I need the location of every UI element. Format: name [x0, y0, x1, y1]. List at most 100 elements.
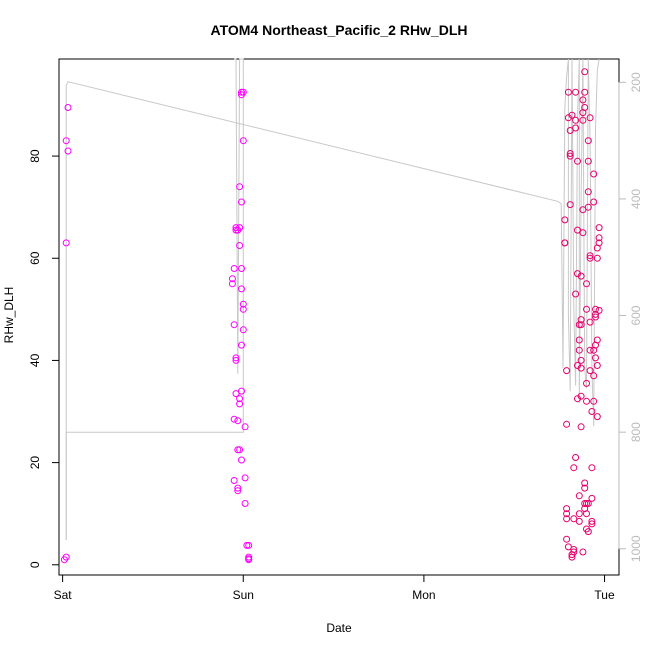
data-point [593, 336, 601, 344]
data-point [575, 510, 583, 518]
data-point [574, 157, 581, 165]
data-point [572, 124, 580, 132]
data-point [245, 553, 253, 561]
data-point [581, 104, 589, 111]
data-point [586, 252, 594, 260]
data-point [583, 510, 590, 518]
data-point [584, 157, 592, 165]
y-axis: 0 20 40 60 80 [28, 149, 60, 568]
data-point [588, 464, 596, 472]
data-point [581, 484, 589, 492]
data-point [579, 548, 587, 556]
data-point [577, 423, 585, 431]
data-point [581, 479, 589, 487]
data-point [228, 275, 236, 283]
data-point [238, 285, 245, 293]
data-point [238, 265, 245, 272]
data-point [563, 515, 571, 523]
pressure-line [65, 58, 600, 540]
right-y-tick-label: 1000 [629, 535, 643, 562]
data-point [239, 305, 247, 313]
data-point [230, 265, 238, 272]
data-point [62, 553, 70, 561]
plot-frame [58, 58, 620, 576]
data-point [230, 477, 238, 484]
x-axis-label: Date [326, 621, 352, 635]
data-point [239, 137, 247, 145]
data-point [64, 147, 72, 155]
data-point [566, 152, 574, 160]
y-tick-label: 40 [28, 353, 42, 367]
y-tick-label: 80 [28, 149, 42, 163]
data-point [575, 336, 583, 344]
data-point [588, 408, 596, 415]
data-point [583, 379, 590, 387]
data-point [236, 400, 244, 408]
data-point [595, 306, 603, 314]
y-tick-label: 0 [28, 561, 42, 568]
data-point [584, 203, 592, 211]
data-point [595, 224, 603, 232]
data-point [245, 541, 253, 549]
data-point [572, 454, 580, 461]
data-point [232, 354, 240, 362]
data-point [236, 242, 244, 249]
data-point [236, 224, 244, 232]
data-point [588, 494, 596, 502]
data-point [64, 104, 72, 111]
data-point [584, 137, 592, 145]
data-point [568, 111, 576, 119]
data-point [563, 420, 571, 428]
data-point [588, 517, 596, 525]
data-point [563, 505, 571, 513]
data-point [595, 234, 603, 242]
data-point [234, 484, 242, 492]
data-point [579, 116, 587, 124]
data-point [572, 290, 580, 298]
data-point [572, 116, 580, 124]
data-point [62, 137, 70, 145]
data-point [586, 346, 594, 354]
data-point [583, 305, 590, 313]
data-point [570, 464, 578, 472]
data-point [232, 356, 240, 364]
data-point [572, 88, 580, 96]
data-point [564, 543, 572, 551]
data-point [590, 170, 598, 178]
data-point [579, 96, 587, 104]
y-tick-label: 20 [28, 456, 42, 470]
data-point [592, 305, 599, 313]
data-point [236, 395, 244, 403]
chart-title: ATOM4 Northeast_Pacific_2 RHw_DLH [211, 22, 468, 38]
data-point [575, 346, 583, 354]
data-point [592, 310, 599, 318]
data-point [583, 397, 590, 405]
data-point [241, 474, 249, 482]
data-point [241, 500, 249, 507]
data-point [586, 367, 594, 375]
data-point [238, 387, 245, 395]
data-point [583, 280, 590, 288]
data-point [239, 300, 247, 308]
data-point [234, 417, 242, 425]
data-point [592, 313, 599, 321]
data-point [232, 390, 240, 398]
data-point [239, 326, 247, 334]
data-point [590, 372, 598, 380]
data-points-layer [60, 68, 603, 564]
data-point [577, 364, 585, 372]
data-point [238, 456, 245, 464]
y-axis-label: RHw_DLH [2, 287, 16, 344]
data-point [577, 356, 585, 364]
x-axis: Sat Sun Mon Tue [54, 574, 615, 602]
data-point [581, 88, 589, 96]
right-y-axis: 200 400 600 800 1000 [618, 72, 643, 562]
data-point [577, 316, 585, 324]
right-y-tick-label: 800 [629, 422, 643, 442]
data-point [234, 487, 242, 495]
data-point [563, 367, 571, 375]
data-point [561, 239, 569, 247]
data-point [581, 68, 589, 76]
x-tick-label: Sat [54, 588, 73, 602]
data-point [590, 198, 598, 206]
